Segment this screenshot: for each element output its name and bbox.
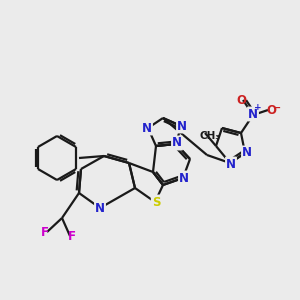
Text: N: N xyxy=(248,107,258,121)
Text: N: N xyxy=(95,202,105,214)
Text: −: − xyxy=(273,103,281,113)
Text: N: N xyxy=(177,119,187,133)
Text: O: O xyxy=(236,94,246,106)
Text: S: S xyxy=(152,196,160,208)
Text: N: N xyxy=(172,136,182,149)
Text: F: F xyxy=(68,230,76,244)
Text: N: N xyxy=(142,122,152,134)
Text: O: O xyxy=(266,104,276,118)
Text: F: F xyxy=(41,226,49,238)
Text: +: + xyxy=(254,103,262,112)
Text: CH₃: CH₃ xyxy=(200,131,220,141)
Text: N: N xyxy=(242,146,252,160)
Text: N: N xyxy=(179,172,189,184)
Text: N: N xyxy=(226,158,236,170)
